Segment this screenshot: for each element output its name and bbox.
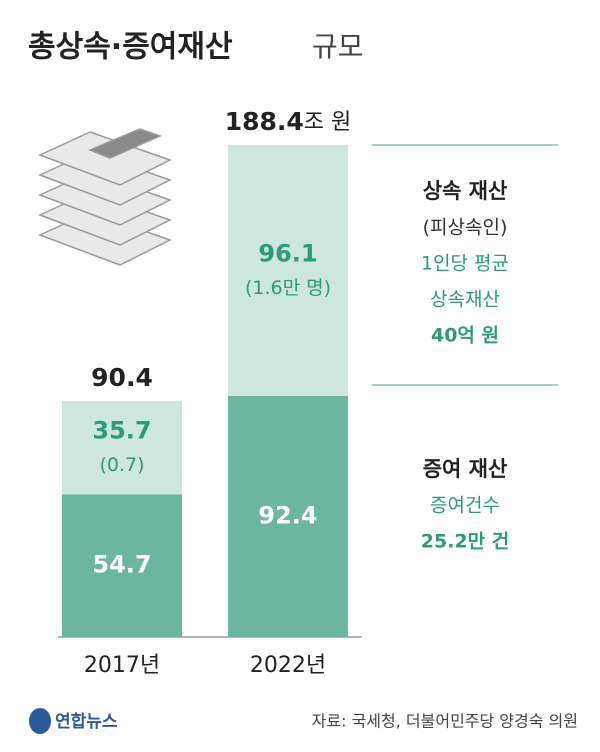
value-label: 92.4 — [258, 501, 317, 529]
legend-name: 상속 재산 — [423, 179, 508, 203]
bar-segment — [62, 401, 182, 495]
value-label: 96.1 — [258, 239, 317, 267]
total-label: 188.4조 원 — [225, 107, 352, 136]
x-tick-label: 2017년 — [84, 653, 160, 678]
legend-note: (피상속인) — [423, 217, 508, 239]
chart-title: 총상속·증여재산 — [28, 30, 233, 65]
bar-segment — [228, 395, 348, 637]
chart-title-suffix: 규모 — [312, 30, 364, 63]
legend-note: 25.2만 건 — [421, 531, 509, 553]
legend-note: 40억 원 — [431, 325, 499, 347]
total-value: 188.4 — [225, 107, 304, 136]
sub-label: (1.6만 명) — [245, 277, 331, 299]
logo: 연합뉴스 — [29, 708, 118, 734]
value-label: 54.7 — [92, 551, 151, 579]
legend-note: 증여건수 — [430, 495, 500, 517]
legend-name: 증여 재산 — [423, 457, 508, 481]
total-value: 90.4 — [91, 363, 153, 392]
bar-segment — [228, 145, 348, 396]
total-unit: 조 원 — [304, 110, 351, 135]
source: 자료: 국세청, 더불어민주당 양경숙 의원 — [312, 712, 578, 731]
total-label: 90.4 — [91, 363, 153, 392]
logo-text: 연합뉴스 — [55, 711, 118, 732]
x-tick-label: 2022년 — [250, 653, 326, 678]
legend-note: 1인당 평균 — [421, 253, 509, 275]
money-icon — [38, 128, 172, 266]
bar-segment — [62, 494, 182, 637]
sub-label: (0.7) — [99, 454, 144, 476]
value-label: 35.7 — [92, 417, 151, 445]
legend-note: 상속재산 — [430, 289, 500, 311]
